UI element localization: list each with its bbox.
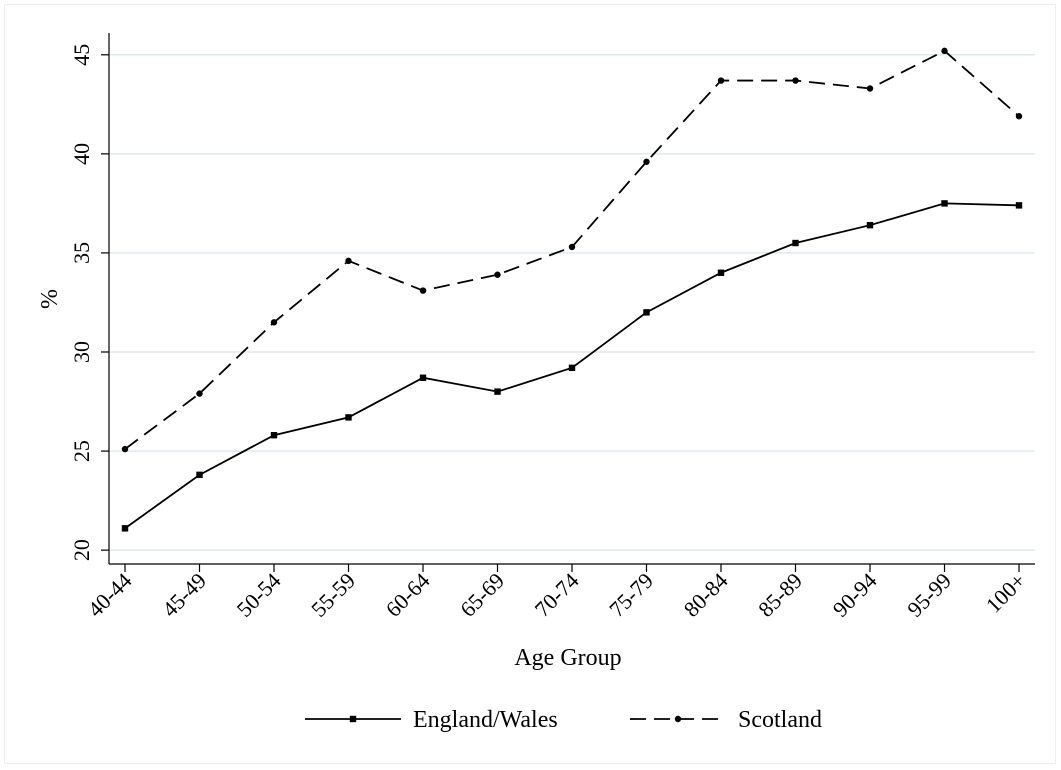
data-point-circle xyxy=(196,390,203,397)
data-point-square xyxy=(568,364,576,372)
data-point-square xyxy=(866,221,874,229)
data-point-square xyxy=(643,309,650,316)
x-tick-label: 55-59 xyxy=(306,568,360,622)
y-tick-label: 25 xyxy=(69,440,94,462)
data-point-square xyxy=(1015,202,1023,209)
legend-marker-square xyxy=(349,715,357,723)
data-point-circle xyxy=(494,271,501,278)
data-point-square xyxy=(345,414,352,421)
data-point-circle xyxy=(121,445,129,453)
y-axis-title: % xyxy=(37,289,63,309)
y-axis-ticks: 20 25 30 35 40 45 xyxy=(69,44,109,561)
y-tick-label: 40 xyxy=(69,143,94,165)
x-tick-label: 65-69 xyxy=(455,568,509,622)
data-point-circle xyxy=(941,47,948,55)
data-point-circle xyxy=(717,77,725,84)
x-tick-label: 95-99 xyxy=(902,568,956,622)
y-tick-label: 20 xyxy=(69,539,94,561)
x-tick-label: 40-44 xyxy=(83,568,137,622)
data-point-square xyxy=(270,432,278,439)
data-point-square xyxy=(419,374,427,381)
data-point-circle xyxy=(792,77,799,84)
series-group xyxy=(121,47,1023,532)
grid-lines xyxy=(109,54,1035,551)
data-point-circle xyxy=(270,319,278,326)
data-point-square xyxy=(121,525,129,532)
data-point-square xyxy=(196,471,203,479)
data-point-circle xyxy=(1015,113,1023,120)
data-point-circle xyxy=(419,287,427,294)
chart-frame: 20 25 30 35 40 45 40-44 45-49 50-54 55-59 60-64 65… xyxy=(4,4,1056,764)
legend: England/Wales Scotland xyxy=(305,707,822,733)
x-tick-label: 70-74 xyxy=(530,568,584,622)
y-tick-label: 30 xyxy=(69,341,94,363)
axes xyxy=(108,33,1035,565)
data-point-square xyxy=(494,388,501,395)
legend-marker-circle xyxy=(674,715,682,723)
data-point-circle xyxy=(643,158,650,165)
legend-label-0: England/Wales xyxy=(413,707,558,733)
data-point-circle xyxy=(345,257,352,265)
data-point-square xyxy=(941,200,948,207)
x-tick-label: 45-49 xyxy=(157,568,211,622)
data-point-square xyxy=(717,269,725,276)
x-tick-label: 100+ xyxy=(981,568,1031,618)
x-tick-label: 75-79 xyxy=(604,568,658,622)
line-chart: 20 25 30 35 40 45 40-44 45-49 50-54 55-59 60-64 65… xyxy=(37,33,1035,733)
x-tick-label: 60-64 xyxy=(381,568,435,622)
legend-label-1: Scotland xyxy=(738,707,822,733)
x-tick-label: 85-89 xyxy=(753,568,807,622)
x-tick-label: 50-54 xyxy=(232,568,286,622)
x-tick-label: 90-94 xyxy=(828,568,882,622)
data-point-circle xyxy=(568,243,576,251)
x-axis-ticks: 40-44 45-49 50-54 55-59 60-64 65-69 70-74 75-79… xyxy=(83,564,1031,622)
y-tick-label: 35 xyxy=(69,242,94,264)
y-tick-label: 45 xyxy=(69,44,94,66)
data-point-square xyxy=(792,239,799,247)
data-point-circle xyxy=(866,85,874,92)
x-tick-label: 80-84 xyxy=(679,568,733,622)
x-axis-title: Age Group xyxy=(514,645,621,671)
